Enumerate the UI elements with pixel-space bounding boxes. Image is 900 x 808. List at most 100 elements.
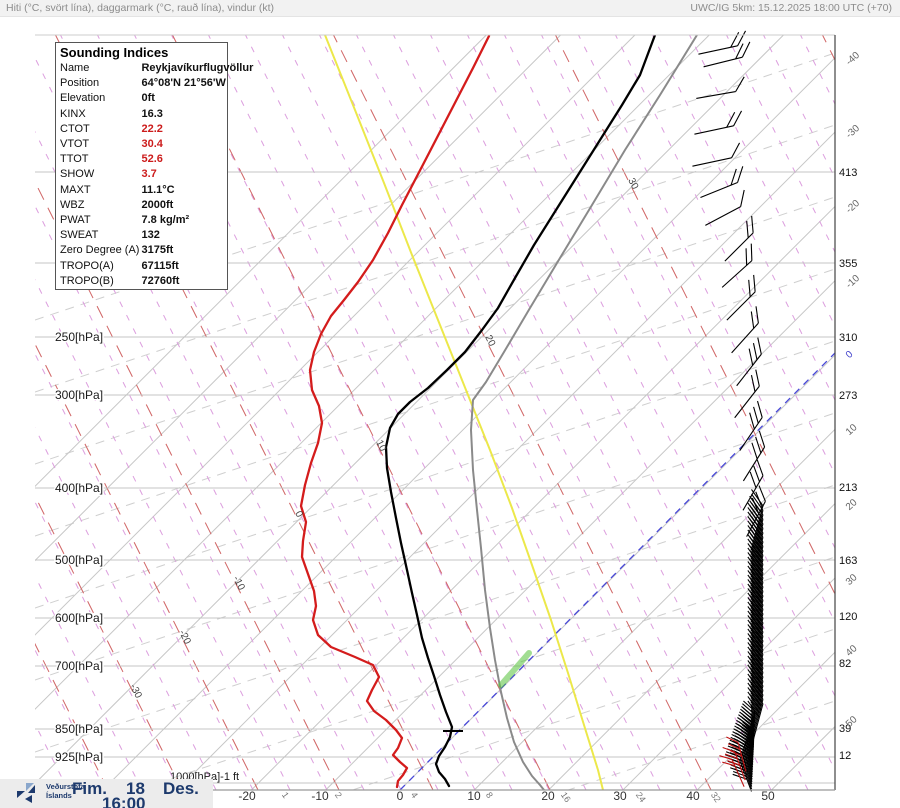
pressure-axis-label: 300[hPa]	[55, 388, 103, 402]
temp-axis-label: 40	[686, 789, 700, 803]
org-line2: Íslands	[46, 791, 72, 800]
indices-row: CTOT 22.2	[56, 122, 253, 137]
right-height-label: 213	[839, 482, 857, 494]
indices-row: SWEAT 132	[56, 228, 253, 243]
index-label: TROPO(B)	[60, 274, 114, 287]
temp-axis-label: -10	[311, 789, 329, 803]
indices-row: PWAT 7.8 kg/m²	[56, 213, 253, 228]
temp-axis-label: -20	[238, 789, 256, 803]
temp-axis-label: 50	[761, 789, 775, 803]
indices-row: WBZ 2000ft	[56, 198, 253, 213]
indices-row: KINX 16.3	[56, 107, 253, 122]
index-label: TTOT	[60, 153, 89, 166]
indices-row: VTOT 30.4	[56, 137, 253, 152]
right-isotherm-label: 40	[844, 643, 860, 659]
right-height-label: 310	[839, 332, 857, 344]
indices-row: SHOW 3.7	[56, 167, 253, 182]
index-label: KINX	[60, 107, 86, 120]
index-label: SWEAT	[60, 229, 99, 242]
index-value: 0ft	[141, 92, 155, 105]
pressure-axis-label: 250[hPa]	[55, 330, 103, 344]
indices-row: TROPO(A) 67115ft	[56, 259, 253, 274]
index-label: Position	[60, 77, 100, 90]
model-run-info: UWC/IG 5km: 15.12.2025 18:00 UTC (+70)	[690, 2, 892, 14]
chart-legend-text: Hiti (°C, svört lína), daggarmark (°C, r…	[6, 2, 275, 14]
skewt-grid	[35, 35, 835, 790]
index-value: Reykjavíkurflugvöllur	[141, 62, 254, 74]
right-height-label: 413	[839, 167, 857, 179]
dry-adiabat-label: -30	[127, 682, 144, 700]
index-value: 22.2	[141, 122, 163, 135]
temp-axis-label: 10	[467, 789, 481, 803]
dry-adiabat-label: 10	[373, 438, 388, 453]
index-label: Elevation	[60, 92, 106, 105]
temp-axis-label: 0	[397, 789, 404, 803]
right-height-label: 12	[839, 750, 851, 762]
pressure-axis-label: 400[hPa]	[55, 481, 103, 495]
index-value: 3.7	[141, 168, 157, 181]
dry-adiabat-label: 30	[625, 176, 640, 191]
right-isotherm-label: 30	[844, 572, 860, 588]
index-label: WBZ	[60, 198, 85, 211]
right-isotherm-label: 0	[844, 349, 856, 361]
index-label: CTOT	[60, 122, 90, 135]
indices-row: Elevation 0ft	[56, 91, 253, 106]
weekday-label[interactable]: Fim.	[72, 779, 107, 798]
wind-barb-column	[692, 30, 766, 792]
index-label: MAXT	[60, 183, 91, 196]
mixing-ratio-label: 1	[280, 790, 291, 800]
dry-adiabat-label: -10	[230, 574, 247, 592]
met-office-name: Veðurstofa Íslands	[46, 782, 85, 800]
right-height-label: 355	[839, 258, 857, 270]
indices-row: Position 64°08'N 21°56'W	[56, 76, 253, 91]
indices-row: MAXT 11.1°C	[56, 183, 253, 198]
pressure-axis-label: 600[hPa]	[55, 611, 103, 625]
day-label[interactable]: 18	[126, 779, 145, 798]
right-height-label: 163	[839, 555, 857, 567]
sounding-indices-panel: Sounding Indices Name Reykjavíkurflugvöll…	[55, 42, 253, 291]
pressure-axis-label: 850[hPa]	[55, 722, 103, 736]
index-label: PWAT	[60, 214, 91, 227]
index-value: 11.1°C	[141, 183, 175, 196]
right-isotherm-label: 10	[844, 422, 860, 438]
index-value: 67115ft	[141, 259, 179, 272]
index-label: TROPO(A)	[60, 259, 114, 272]
pressure-axis-label: 500[hPa]	[55, 553, 103, 567]
top-info-bar: Hiti (°C, svört lína), daggarmark (°C, r…	[0, 0, 900, 17]
right-height-label: 82	[839, 658, 851, 670]
dry-adiabat-label: -20	[176, 628, 193, 646]
org-line1: Veðurstofa	[46, 782, 85, 791]
index-label: Zero Degree (A)	[60, 244, 140, 257]
met-office-logo	[17, 783, 35, 803]
index-value: 52.6	[141, 153, 163, 166]
mixing-ratio-label: 8	[484, 790, 495, 800]
index-label: Name	[60, 62, 90, 74]
datetime-bar[interactable]: Veðurstofa Íslands Fim. 18 Des. 16:00	[0, 779, 213, 808]
indices-title: Sounding Indices	[60, 45, 169, 60]
right-height-label: 120	[839, 611, 857, 623]
right-height-label: 273	[839, 390, 857, 402]
time-label[interactable]: 16:00	[102, 794, 146, 808]
indices-row: TTOT 52.6	[56, 152, 253, 167]
mixing-ratio-label: 16	[559, 790, 573, 804]
mixing-ratio-label: 4	[409, 790, 420, 800]
index-value: 64°08'N 21°56'W	[141, 77, 226, 90]
index-value: 2000ft	[141, 198, 174, 211]
mixing-ratio-label: 2	[333, 790, 344, 800]
month-label[interactable]: Des.	[163, 779, 199, 798]
pressure-axis-label: 700[hPa]	[55, 659, 103, 673]
right-isotherm-label: -10	[844, 273, 862, 291]
right-isotherm-label: -30	[844, 123, 862, 141]
indices-table: Name Reykjavíkurflugvöllur Position 64°08'N…	[56, 61, 253, 289]
dry-adiabat-label: 20	[482, 333, 497, 348]
mixing-ratio-label: 24	[634, 790, 648, 804]
index-value: 30.4	[141, 138, 163, 151]
indices-row: Zero Degree (A) 3175ft	[56, 243, 253, 258]
right-height-label: 39	[839, 723, 851, 735]
right-isotherm-label: -20	[844, 198, 862, 216]
index-label: SHOW	[60, 168, 95, 181]
temp-axis-label: 30	[613, 789, 627, 803]
index-value: 72760ft	[141, 274, 180, 287]
